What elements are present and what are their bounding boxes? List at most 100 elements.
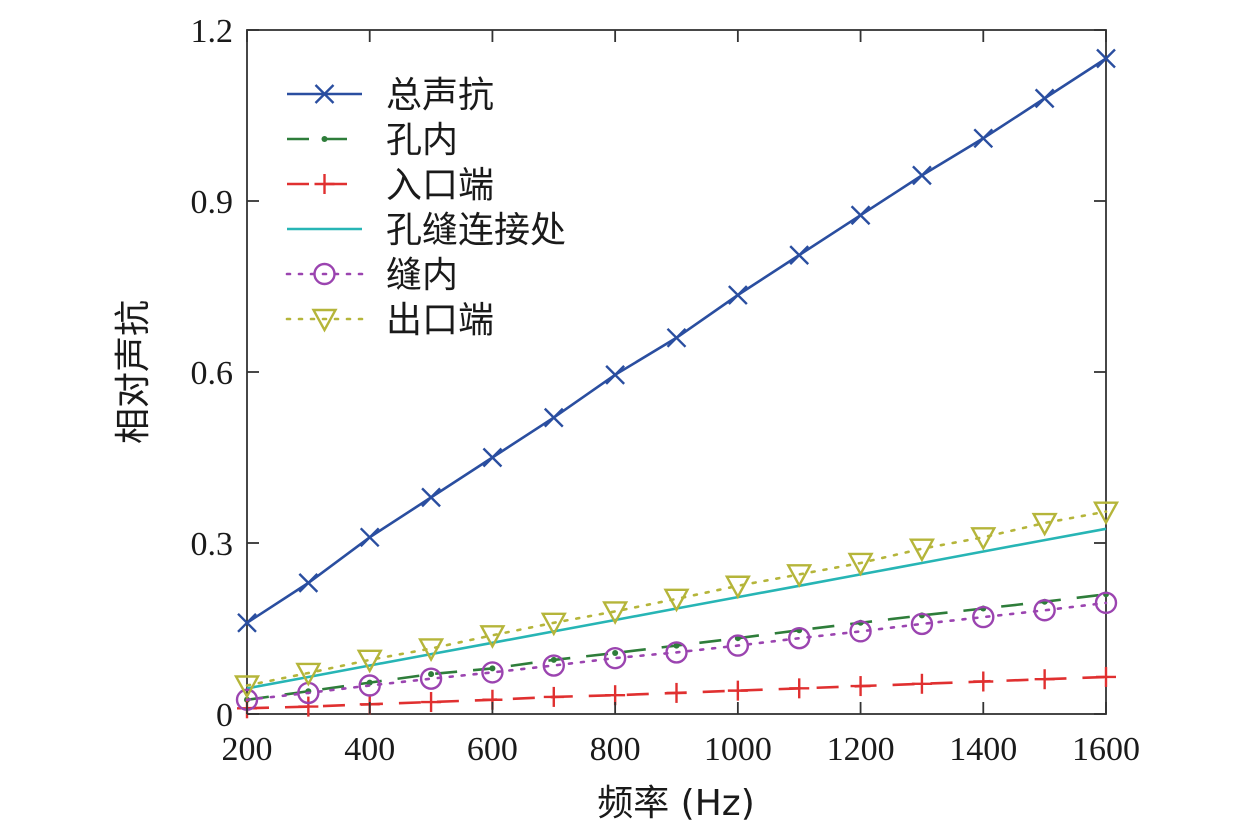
data-point bbox=[237, 612, 257, 633]
legend-entry-1: 总声抗 bbox=[287, 75, 494, 116]
data-point bbox=[1031, 512, 1058, 537]
x-tick-label: 800 bbox=[590, 731, 641, 768]
data-point bbox=[789, 245, 810, 265]
data-point bbox=[728, 285, 748, 305]
data-point bbox=[850, 676, 871, 697]
x-tick-label: 1000 bbox=[704, 731, 772, 768]
legend-marker bbox=[314, 84, 335, 104]
data-point bbox=[479, 625, 506, 649]
series-line bbox=[245, 601, 1108, 702]
data-point bbox=[419, 667, 443, 690]
data-point bbox=[1034, 669, 1055, 690]
data-point bbox=[540, 612, 567, 637]
data-point bbox=[973, 128, 994, 149]
data-point bbox=[543, 407, 564, 428]
data-point bbox=[298, 573, 319, 593]
legend-label: 总声抗 bbox=[386, 75, 494, 116]
data-point bbox=[421, 692, 442, 713]
data-point bbox=[612, 650, 619, 657]
legend-entry-2: 孔内 bbox=[287, 120, 458, 161]
data-point bbox=[849, 620, 872, 643]
data-point bbox=[428, 671, 435, 678]
legend-entry-6: 出口端 bbox=[285, 300, 494, 341]
data-point bbox=[788, 626, 811, 650]
legend-label: 孔内 bbox=[386, 120, 458, 161]
y-tick-label: 0.9 bbox=[191, 184, 234, 221]
data-point bbox=[1096, 48, 1116, 69]
x-tick-label: 400 bbox=[344, 731, 395, 768]
data-point bbox=[727, 680, 748, 701]
data-point bbox=[1092, 501, 1120, 526]
series-group bbox=[233, 48, 1120, 719]
series-5 bbox=[235, 591, 1118, 711]
legend-marker bbox=[311, 308, 338, 333]
data-point bbox=[847, 552, 874, 577]
x-tick-label: 200 bbox=[222, 731, 273, 768]
series-line bbox=[245, 510, 1108, 687]
legend-entry-5: 缝内 bbox=[285, 255, 458, 296]
y-tick-label: 0.3 bbox=[191, 526, 234, 563]
data-point bbox=[489, 665, 496, 672]
series-6 bbox=[233, 501, 1120, 699]
data-point bbox=[724, 575, 751, 600]
series-1 bbox=[237, 48, 1116, 633]
data-point bbox=[356, 649, 383, 674]
legend-entry-4: 孔缝连接处 bbox=[287, 210, 566, 251]
data-point bbox=[482, 447, 503, 468]
data-point bbox=[366, 679, 373, 686]
data-point bbox=[1094, 591, 1118, 615]
legend-marker bbox=[321, 136, 328, 142]
data-point bbox=[358, 674, 381, 697]
data-point bbox=[789, 678, 810, 699]
data-point bbox=[298, 696, 319, 717]
data-point bbox=[421, 487, 441, 508]
data-point bbox=[666, 327, 687, 348]
data-point bbox=[481, 661, 504, 684]
legend-label: 入口端 bbox=[386, 165, 494, 206]
data-point bbox=[605, 365, 625, 385]
legend-marker bbox=[314, 174, 335, 194]
legend-marker bbox=[313, 262, 336, 286]
x-tick-label: 1400 bbox=[949, 731, 1017, 768]
data-point bbox=[850, 205, 871, 226]
data-point bbox=[908, 538, 935, 563]
data-point bbox=[295, 662, 322, 687]
axes: 200 400 600 800 1000 1200 1400 1600 0 0.3 0.6 0.9 1.… bbox=[191, 13, 1141, 768]
data-point bbox=[912, 165, 932, 186]
data-point bbox=[543, 686, 564, 707]
x-axis-title: 频率 (Hz) bbox=[597, 783, 755, 824]
data-point bbox=[666, 682, 687, 703]
data-point bbox=[911, 673, 932, 694]
data-point bbox=[233, 675, 261, 699]
data-point bbox=[1033, 599, 1056, 622]
y-tick-label: 1.2 bbox=[191, 13, 234, 50]
y-axis-title: 相对声抗 bbox=[113, 300, 154, 444]
series-3 bbox=[237, 666, 1116, 719]
data-point bbox=[972, 605, 995, 629]
y-tick-label: 0 bbox=[216, 697, 233, 734]
data-point bbox=[726, 634, 750, 657]
data-point bbox=[550, 656, 557, 663]
legend-entry-3: 入口端 bbox=[287, 165, 494, 206]
data-point bbox=[910, 612, 934, 636]
x-tick-label: 600 bbox=[467, 731, 518, 768]
data-point bbox=[970, 527, 997, 551]
data-point bbox=[665, 641, 688, 664]
x-tick-label: 1600 bbox=[1072, 731, 1140, 768]
data-point bbox=[603, 646, 627, 670]
data-point bbox=[786, 564, 813, 588]
data-point bbox=[605, 685, 626, 706]
x-tick-label: 1200 bbox=[827, 731, 895, 768]
legend-label: 孔缝连接处 bbox=[386, 210, 566, 251]
data-point bbox=[1034, 88, 1055, 109]
data-point bbox=[663, 588, 690, 613]
y-tick-label: 0.6 bbox=[191, 355, 234, 392]
data-point bbox=[1096, 666, 1116, 687]
legend-label: 缝内 bbox=[386, 255, 458, 296]
data-point bbox=[602, 601, 629, 625]
data-point bbox=[673, 642, 680, 649]
data-point bbox=[359, 527, 380, 548]
data-point bbox=[973, 671, 994, 692]
